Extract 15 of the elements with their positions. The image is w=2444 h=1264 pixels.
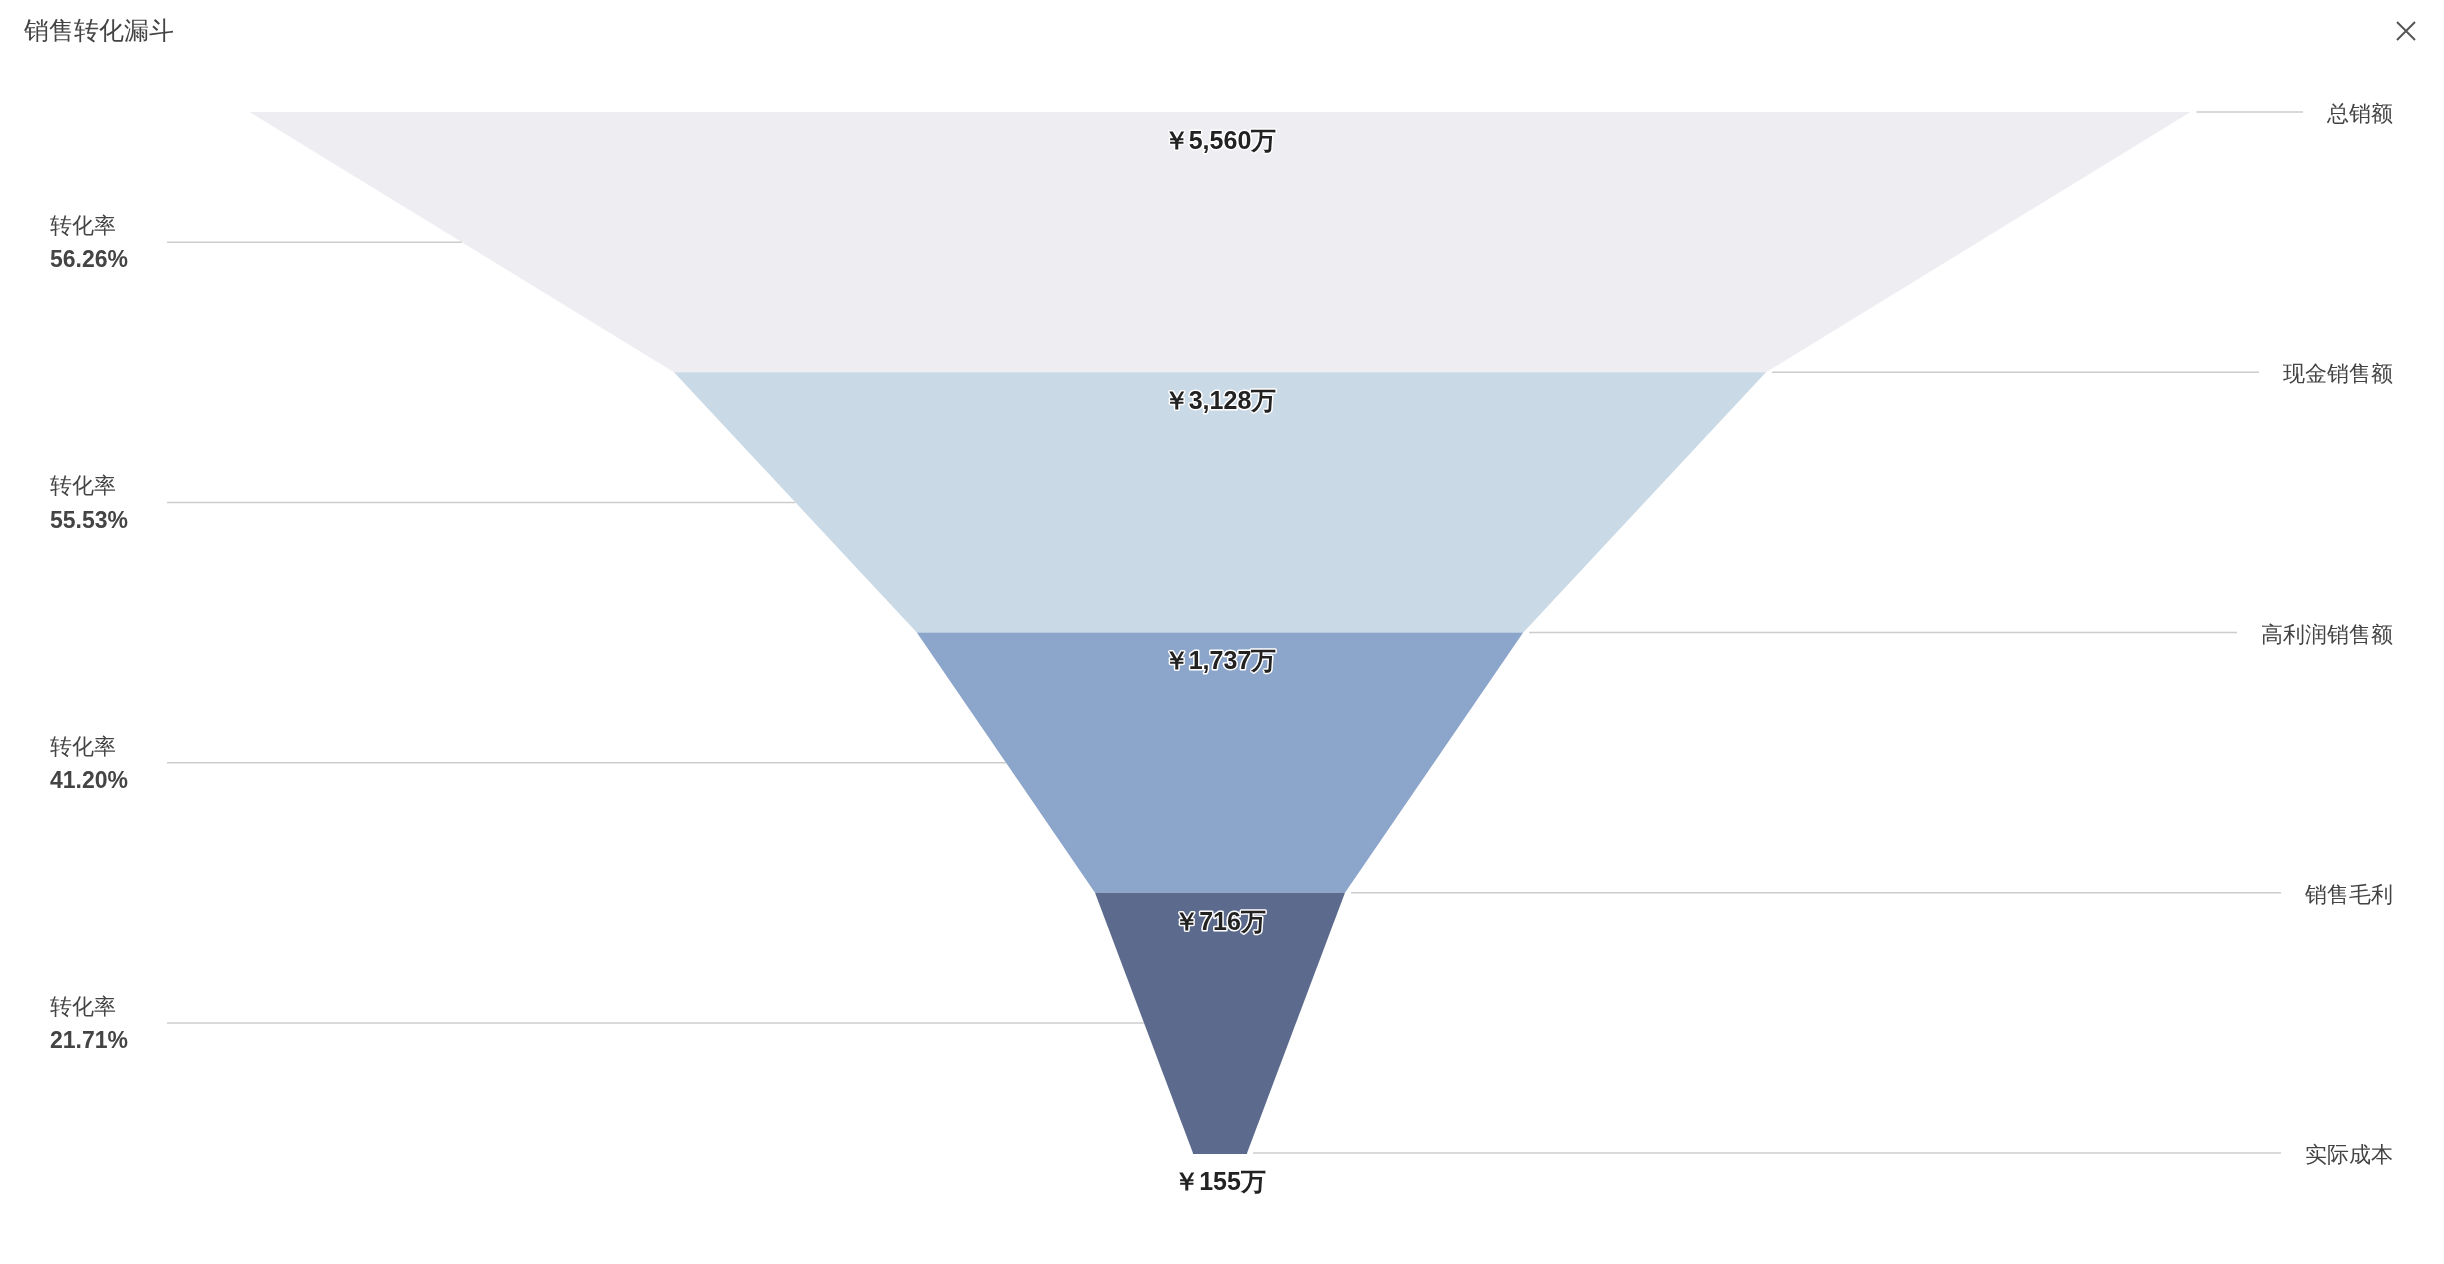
- data-label: ￥5,560万: [1163, 125, 1277, 154]
- text: 转化率 56.26%: [50, 213, 129, 273]
- category-label: 总销额: [2326, 101, 2393, 127]
- text: 转化率 55.53%: [50, 473, 129, 533]
- text: 转化率 41.20%: [50, 733, 129, 793]
- data-label: ￥716万: [1174, 906, 1266, 935]
- category-label: 销售毛利: [2304, 881, 2393, 907]
- text: 转化率 21.71%: [50, 993, 129, 1054]
- text: 销售转化漏斗: [23, 15, 174, 44]
- data-label: ￥1,737万: [1163, 646, 1277, 675]
- data-label: ￥3,128万: [1163, 386, 1277, 415]
- category-label: 实际成本: [2305, 1142, 2393, 1168]
- data-label: ￥155万: [1174, 1166, 1266, 1195]
- category-label: 高利润销售额: [2261, 621, 2393, 647]
- category-label: 现金销售额: [2283, 361, 2393, 387]
